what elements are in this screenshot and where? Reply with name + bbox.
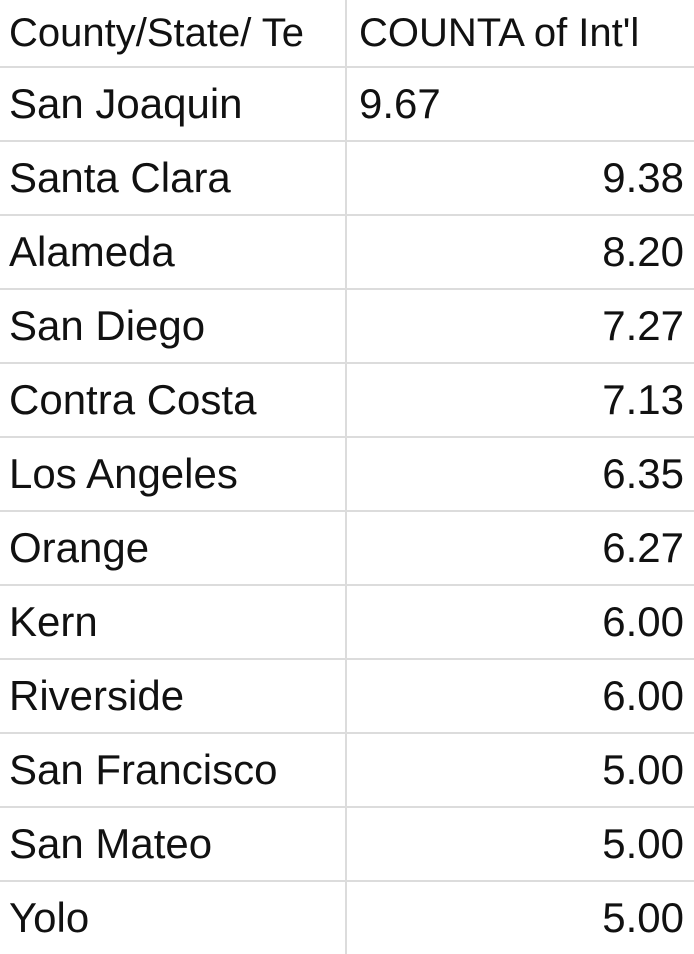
- value-cell[interactable]: 7.13: [346, 363, 694, 438]
- county-cell[interactable]: Yolo: [0, 881, 347, 954]
- table-row: Santa Clara 9.38: [0, 141, 694, 216]
- table-row: Orange 6.27: [0, 511, 694, 586]
- county-cell[interactable]: Kern: [0, 585, 347, 660]
- table-row: Kern 6.00: [0, 585, 694, 660]
- county-cell[interactable]: Los Angeles: [0, 437, 347, 512]
- value-cell[interactable]: 7.27: [346, 289, 694, 364]
- value-cell[interactable]: 5.00: [602, 894, 684, 941]
- table-row: San Diego 7.27: [0, 289, 694, 364]
- value-cell[interactable]: 5.00: [346, 733, 694, 808]
- county-cell[interactable]: Orange: [0, 511, 347, 586]
- table-row: San Mateo 5.00: [0, 807, 694, 882]
- table-row: San Francisco 5.00: [0, 733, 694, 808]
- county-cell[interactable]: San Diego: [0, 289, 347, 364]
- value-cell[interactable]: 6.00: [346, 659, 694, 734]
- table-row: Riverside 6.00: [0, 659, 694, 734]
- value-cell[interactable]: 9.38: [346, 141, 694, 216]
- county-cell[interactable]: Riverside: [0, 659, 347, 734]
- county-cell[interactable]: Contra Costa: [0, 363, 347, 438]
- value-cell[interactable]: 6.27: [346, 511, 694, 586]
- county-cell[interactable]: San Joaquin: [0, 67, 347, 142]
- header-row: County/State/ Te COUNTA of Int'l: [0, 0, 694, 68]
- column-header-counta[interactable]: COUNTA of Int'l: [346, 0, 694, 68]
- table-row: Contra Costa 7.13: [0, 363, 694, 438]
- value-cell[interactable]: 5.00: [346, 807, 694, 882]
- value-cell[interactable]: 6.00: [346, 585, 694, 660]
- value-cell[interactable]: 8.20: [346, 215, 694, 290]
- county-cell[interactable]: Alameda: [0, 215, 347, 290]
- county-cell[interactable]: San Mateo: [0, 807, 347, 882]
- county-cell[interactable]: Santa Clara: [0, 141, 347, 216]
- value-cell[interactable]: 9.67: [346, 67, 694, 142]
- table-row: Alameda 8.20: [0, 215, 694, 290]
- table-row: San Joaquin 9.67: [0, 67, 694, 142]
- table-row: Los Angeles 6.35: [0, 437, 694, 512]
- value-cell[interactable]: 6.35: [346, 437, 694, 512]
- column-header-county[interactable]: County/State/ Te: [0, 0, 347, 68]
- county-cell[interactable]: San Francisco: [0, 733, 347, 808]
- table-row: Yolo 5.00: [0, 881, 694, 954]
